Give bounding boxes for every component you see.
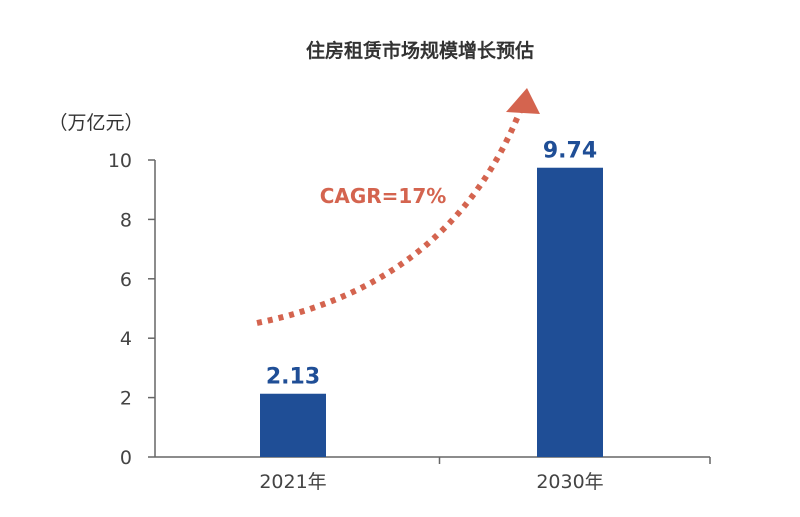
y-axis	[154, 160, 710, 458]
y-tick-label: 4	[120, 328, 132, 350]
growth-arrow-head	[506, 88, 540, 114]
y-tick-label: 6	[120, 269, 132, 291]
chart-title: 住房租赁市场规模增长预估	[306, 39, 534, 62]
y-tick-label: 8	[120, 209, 132, 231]
bar-value-label: 9.74	[543, 139, 597, 164]
x-tick-label: 2030年	[536, 471, 603, 493]
y-tick-label: 10	[108, 150, 132, 172]
x-tick-label: 2021年	[259, 471, 326, 493]
y-tick-label: 2	[120, 388, 132, 410]
y-tick-label: 0	[120, 447, 132, 469]
growth-arrow	[256, 104, 525, 326]
cagr-annotation: CAGR=17%	[320, 184, 447, 208]
bar	[537, 167, 603, 458]
bar	[260, 393, 326, 457]
bar-value-label: 2.13	[266, 365, 320, 390]
y-axis-unit-label: （万亿元）	[48, 112, 143, 134]
